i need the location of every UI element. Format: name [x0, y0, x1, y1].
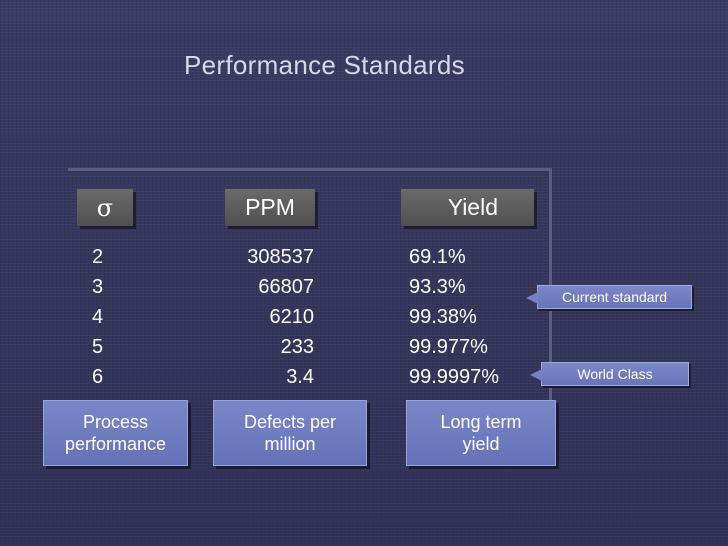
ppm-cell: 233: [280, 336, 314, 358]
process-label-line2: performance: [64, 434, 167, 454]
header-sigma-label: σ: [96, 193, 114, 222]
sigma-cell: 4: [92, 306, 104, 328]
process-performance-label: Process performance: [43, 400, 188, 466]
sigma-cell: 2: [92, 246, 104, 268]
sigma-cell: 5: [92, 336, 104, 358]
yield-label-line2: yield: [462, 434, 500, 454]
yield-column: 69.1% 93.3% 99.38% 99.977% 99.9997%: [409, 242, 539, 392]
world-class-text: World Class: [577, 366, 653, 382]
world-class-callout: World Class: [530, 362, 689, 386]
yield-cell: 93.3%: [409, 276, 466, 298]
ppm-cell: 3.4: [286, 366, 314, 388]
sigma-column: 2 3 4 5 6: [92, 242, 122, 392]
header-yield-label: Yield: [447, 194, 498, 220]
yield-cell: 99.977%: [409, 336, 488, 358]
yield-cell: 69.1%: [409, 246, 466, 268]
defects-per-million-label: Defects per million: [213, 400, 367, 466]
sigma-cell: 6: [92, 366, 104, 388]
ppm-cell: 308537: [247, 246, 314, 268]
yield-cell: 99.38%: [409, 306, 477, 328]
defects-label-line2: million: [264, 434, 316, 454]
slide-title: Performance Standards: [184, 50, 465, 80]
callout-pointer-icon: [526, 292, 538, 304]
header-ppm: PPM: [225, 189, 315, 226]
header-ppm-label: PPM: [245, 194, 295, 220]
ppm-cell: 66807: [258, 276, 314, 298]
yield-cell: 99.9997%: [409, 366, 500, 388]
current-standard-text: Current standard: [561, 289, 668, 305]
sigma-cell: 3: [92, 276, 104, 298]
callout-pointer-icon: [530, 369, 542, 381]
process-label-line1: Process: [82, 412, 149, 432]
ppm-column: 308537 66807 6210 233 3.4: [222, 242, 314, 392]
header-yield: Yield: [401, 189, 534, 226]
header-sigma: σ: [77, 189, 133, 226]
ppm-cell: 6210: [269, 306, 315, 328]
current-standard-callout: Current standard: [526, 285, 692, 309]
long-term-yield-label: Long term yield: [406, 400, 556, 466]
defects-label-line1: Defects per: [243, 412, 337, 432]
yield-label-line1: Long term: [440, 412, 522, 432]
